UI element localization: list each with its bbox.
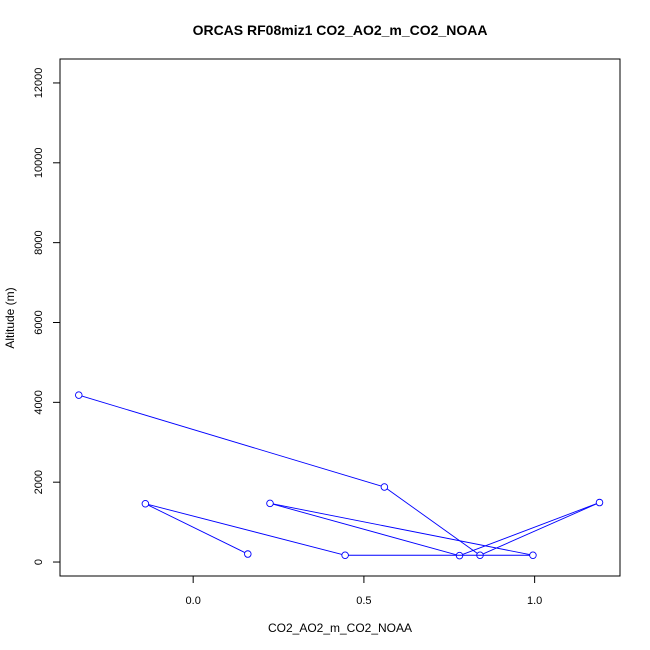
chart-title: ORCAS RF08miz1 CO2_AO2_m_CO2_NOAA (193, 22, 488, 38)
data-point (455, 551, 464, 560)
series-line-segment (482, 503, 597, 555)
y-tick-label: 6000 (33, 310, 45, 334)
y-tick-label: 8000 (33, 230, 45, 254)
x-axis-label: CO2_AO2_m_CO2_NOAA (268, 621, 412, 635)
data-point (141, 499, 150, 508)
data-point (266, 499, 274, 508)
data-point (75, 391, 83, 399)
series-line-segment (81, 395, 382, 487)
data-point (476, 551, 484, 559)
y-axis: 0 2000 4000 6000 8000 10000 12000 (33, 68, 61, 565)
series-line-segment (386, 488, 478, 554)
y-tick-label: 4000 (33, 390, 45, 414)
y-tick-label: 2000 (33, 470, 45, 494)
series-line-segment (148, 504, 343, 555)
x-tick-label: 0.5 (356, 595, 371, 607)
y-tick-label: 10000 (33, 148, 45, 179)
data-point (341, 551, 349, 559)
y-axis-label: Altitude (m) (3, 287, 17, 348)
series-line-segment (273, 503, 457, 556)
data-point (244, 550, 252, 558)
series-line-segment (148, 504, 246, 553)
x-tick-label: 0.0 (186, 595, 201, 607)
x-axis: 0.0 0.5 1.0 (186, 575, 542, 607)
data-point (380, 483, 389, 491)
data-point (595, 498, 604, 507)
series-layer (75, 391, 604, 560)
series-line-segment (273, 503, 530, 556)
data-point (529, 551, 537, 559)
y-tick-label: 12000 (33, 68, 45, 99)
x-tick-label: 1.0 (527, 595, 542, 607)
y-tick-label: 0 (33, 559, 45, 565)
